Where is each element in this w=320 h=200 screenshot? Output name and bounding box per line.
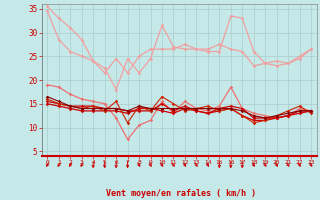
Text: Vent moyen/en rafales ( km/h ): Vent moyen/en rafales ( km/h )	[106, 189, 256, 198]
